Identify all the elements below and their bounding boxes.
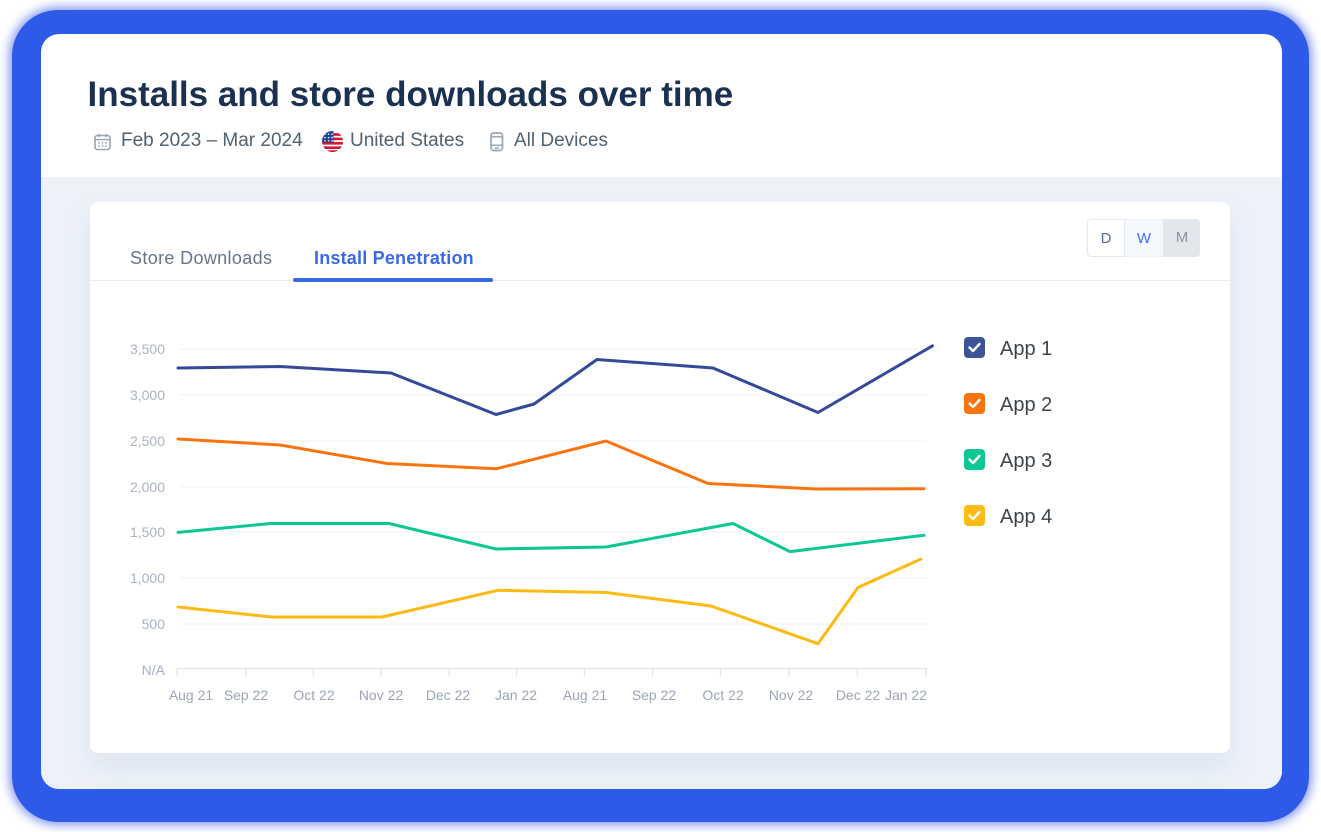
svg-text:Aug 21: Aug 21 — [563, 687, 608, 703]
svg-text:N/A: N/A — [142, 662, 166, 678]
svg-text:Nov 22: Nov 22 — [769, 687, 814, 703]
svg-text:500: 500 — [142, 616, 166, 632]
svg-text:Jan 22: Jan 22 — [885, 687, 927, 703]
svg-text:Nov 22: Nov 22 — [359, 687, 404, 703]
svg-text:3,500: 3,500 — [130, 341, 165, 357]
svg-text:Sep 22: Sep 22 — [224, 687, 269, 703]
svg-text:Oct 22: Oct 22 — [293, 687, 334, 703]
svg-text:2,500: 2,500 — [130, 433, 165, 449]
svg-text:Aug 21: Aug 21 — [169, 687, 214, 703]
svg-text:Oct 22: Oct 22 — [702, 687, 743, 703]
svg-text:1,000: 1,000 — [130, 570, 165, 586]
svg-text:Dec 22: Dec 22 — [426, 687, 471, 703]
svg-text:Dec 22: Dec 22 — [836, 687, 881, 703]
svg-text:3,000: 3,000 — [130, 387, 165, 403]
svg-text:2,000: 2,000 — [130, 479, 165, 495]
svg-text:Jan 22: Jan 22 — [495, 687, 537, 703]
svg-text:1,500: 1,500 — [130, 524, 165, 540]
svg-text:Sep 22: Sep 22 — [632, 687, 677, 703]
